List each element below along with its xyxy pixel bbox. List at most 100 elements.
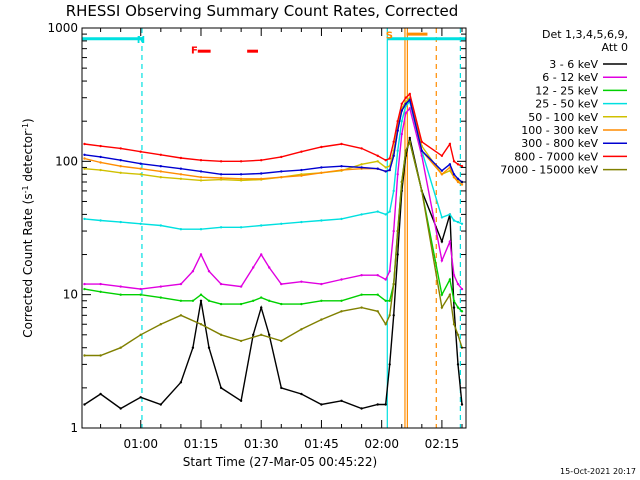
series-5-point-3 — [139, 167, 142, 170]
series-1-point-29 — [448, 240, 452, 243]
series-2-point-1 — [99, 290, 102, 293]
series-0-point-31 — [456, 363, 460, 366]
series-0-point-14 — [280, 386, 283, 390]
series-1-point-31 — [456, 282, 460, 286]
series-8-point-12 — [320, 318, 323, 321]
series-7-point-15 — [376, 154, 379, 157]
series-5-point-1 — [99, 161, 102, 164]
series-6-point-12 — [320, 166, 323, 169]
series-6-point-15 — [376, 167, 379, 170]
series-3-point-13 — [340, 217, 343, 221]
series-2-point-2 — [119, 293, 122, 296]
series-0-point-0 — [83, 403, 86, 406]
series-7-point-8 — [239, 160, 243, 163]
series-2-point-12 — [260, 296, 263, 299]
series-1-point-7 — [199, 253, 203, 256]
series-3-point-0 — [83, 217, 86, 221]
y-tick-label-0: 1 — [70, 421, 78, 435]
series-1-point-3 — [139, 287, 142, 291]
x-tick-label-3: 01:45 — [304, 437, 339, 451]
series-6-point-21 — [404, 102, 407, 106]
series-8-point-19 — [396, 229, 399, 233]
series-2-point-3 — [139, 293, 142, 296]
series-7-point-7 — [219, 160, 223, 163]
series-8-point-18 — [392, 282, 395, 286]
series-8-point-5 — [179, 314, 183, 317]
series-3-point-4 — [159, 224, 162, 227]
series-2-point-28 — [440, 293, 444, 296]
series-3-point-20 — [400, 120, 403, 123]
series-3-point-26 — [452, 219, 456, 222]
series-8-point-24 — [440, 306, 444, 309]
series-0-point-15 — [300, 392, 303, 396]
series-7-point-26 — [452, 160, 456, 163]
series-6-point-4 — [159, 165, 162, 168]
series-1-point-24 — [400, 132, 403, 136]
series-0-point-2 — [119, 407, 122, 410]
series-3-point-17 — [388, 210, 391, 213]
series-8-point-25 — [448, 293, 452, 296]
series-7-point-14 — [360, 147, 363, 150]
series-6-point-16 — [384, 170, 387, 173]
series-0-point-26 — [408, 136, 411, 140]
series-3-point-3 — [139, 222, 142, 225]
series-5-point-4 — [159, 170, 162, 173]
series-1-point-9 — [219, 282, 223, 286]
series-1-point-13 — [268, 266, 271, 269]
series-0-point-18 — [360, 407, 363, 410]
series-0-point-30 — [452, 306, 456, 309]
series-3-point-8 — [239, 226, 243, 229]
series-7-point-24 — [440, 154, 444, 157]
series-4-point-4 — [159, 176, 162, 179]
series-3-point-14 — [360, 213, 363, 216]
series-6-point-8 — [239, 173, 243, 176]
series-8-point-3 — [139, 333, 142, 336]
series-6-point-17 — [388, 168, 391, 172]
series-0-point-10 — [239, 399, 243, 402]
series-1-point-25 — [404, 111, 407, 115]
series-1-point-15 — [300, 280, 303, 283]
series-2-point-11 — [252, 299, 255, 302]
legend-label-5: 100 - 300 keV — [521, 124, 598, 137]
series-7-point-22 — [408, 92, 411, 96]
legend-label-8: 7000 - 15000 keV — [500, 164, 598, 177]
series-5-point-28 — [460, 183, 464, 186]
series-8-point-7 — [219, 333, 223, 336]
series-7-point-4 — [159, 153, 162, 156]
x-tick-label-0: 01:00 — [123, 437, 158, 451]
series-2-point-20 — [384, 299, 387, 302]
series-3-point-6 — [199, 228, 203, 231]
series-8-point-1 — [99, 354, 102, 357]
series-4-point-6 — [199, 179, 203, 182]
series-7-point-28 — [460, 165, 464, 168]
series-8-point-10 — [280, 339, 283, 343]
x-axis-label: Start Time (27-Mar-05 00:45:22) — [183, 455, 377, 469]
series-1-point-2 — [119, 285, 122, 288]
series-6-point-11 — [300, 168, 303, 172]
series-6-point-24 — [440, 169, 444, 172]
series-7-point-12 — [320, 145, 323, 149]
series-3-point-25 — [448, 213, 452, 216]
footer-timestamp: 15-Oct-2021 20:17 — [560, 467, 636, 476]
series-8-point-9 — [260, 333, 263, 336]
y-axis-label-main: Corrected Count Rate (s — [21, 193, 35, 337]
series-8-point-21 — [404, 149, 407, 152]
series-0-point-20 — [384, 403, 387, 406]
series-8-point-6 — [199, 323, 203, 326]
flag-label-n: N — [137, 35, 145, 46]
series-4-point-15 — [376, 160, 379, 163]
series-1-point-28 — [440, 259, 444, 262]
series-3-point-7 — [219, 226, 223, 229]
series-2-point-4 — [159, 296, 162, 299]
series-7-point-1 — [99, 144, 102, 148]
legend-label-4: 50 - 100 keV — [528, 111, 598, 124]
series-1-point-17 — [340, 278, 343, 281]
series-4-point-16 — [384, 166, 387, 169]
series-2-point-7 — [199, 293, 203, 296]
series-7-point-9 — [260, 159, 263, 162]
series-0-point-16 — [320, 403, 323, 406]
series-2-point-15 — [300, 302, 303, 306]
series-6-point-0 — [83, 153, 86, 156]
series-3-point-5 — [179, 228, 183, 231]
